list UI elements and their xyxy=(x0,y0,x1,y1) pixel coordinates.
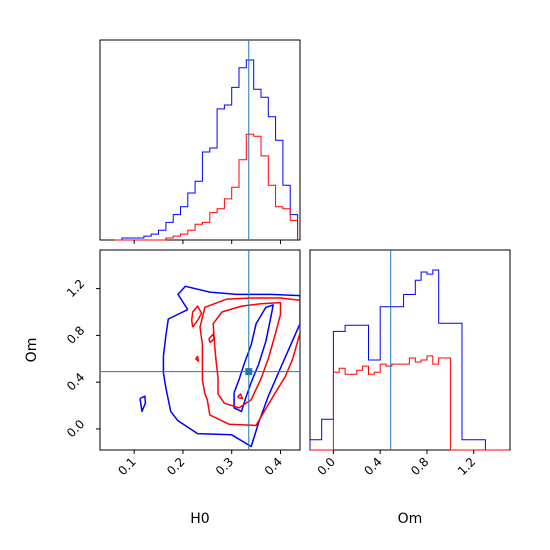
contour-group xyxy=(139,285,300,448)
ticks-group: 0.1 0.2 0.3 0.4 0.0 0.4 0.8 1.2 0.0 0.4 0.8 1.2 xyxy=(64,240,478,478)
h0-histogram-blue-series xyxy=(114,59,299,241)
om-histogram-blue-series xyxy=(309,269,509,451)
contour-blue-0 xyxy=(162,285,300,448)
contour-red-3 xyxy=(199,297,300,427)
y-axis-label-om: Om xyxy=(24,338,40,363)
joint-y-tick-label: 0.0 xyxy=(64,417,87,440)
contour-red-6 xyxy=(195,355,200,362)
om-histogram-group xyxy=(309,269,509,451)
contour-blue-1 xyxy=(233,304,274,413)
contour-red-7 xyxy=(208,333,215,344)
h0-histogram-group xyxy=(114,59,299,241)
truth-marker xyxy=(245,368,253,376)
x-axis-label-h0: H0 xyxy=(190,511,209,527)
truth-lines-group xyxy=(100,40,392,450)
om-histogram-panel xyxy=(309,249,511,451)
joint-x-tick-label: 0.3 xyxy=(213,455,236,478)
contour-red-5 xyxy=(190,305,203,328)
om-hist-x-tick-label: 0.0 xyxy=(315,455,338,478)
h0-histogram-red-series xyxy=(114,133,299,241)
om-histogram-red-series xyxy=(310,355,509,451)
x-axis-label-om: Om xyxy=(398,511,423,527)
contour-clip-group xyxy=(139,285,300,448)
contour-blue-2 xyxy=(139,395,147,413)
joint-x-tick-label: 0.4 xyxy=(262,455,285,478)
om-hist-x-tick-label: 0.4 xyxy=(361,455,384,478)
joint-y-tick-label: 1.2 xyxy=(64,277,87,300)
joint-contour-panel xyxy=(99,249,301,451)
h0-histogram-panel xyxy=(99,39,301,241)
joint-y-tick-label: 0.8 xyxy=(64,323,87,346)
contour-red-8 xyxy=(237,393,244,400)
joint-x-tick-label: 0.2 xyxy=(164,455,187,478)
om-hist-x-tick-label: 0.8 xyxy=(408,455,431,478)
contour-red-4 xyxy=(212,301,282,409)
om-hist-x-tick-label: 1.2 xyxy=(455,455,478,478)
joint-x-tick-label: 0.1 xyxy=(115,455,138,478)
joint-y-tick-label: 0.4 xyxy=(64,370,87,393)
